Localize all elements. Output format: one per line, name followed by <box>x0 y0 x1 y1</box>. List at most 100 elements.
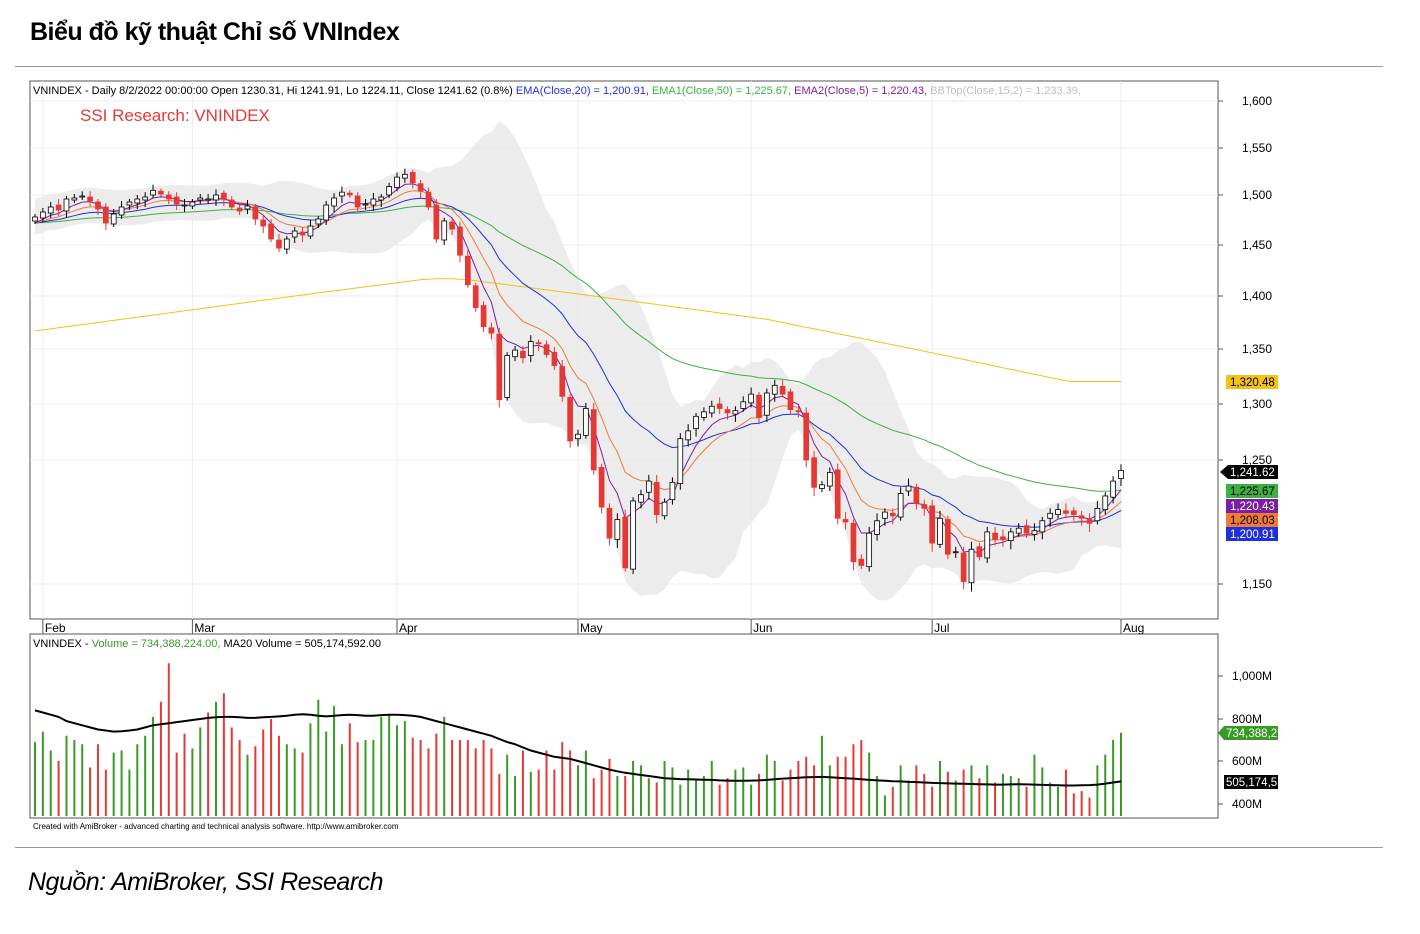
candle-body <box>716 403 723 409</box>
candle-body <box>409 172 416 184</box>
candle-body <box>795 410 802 413</box>
price-header: VNINDEX - Daily 8/2/2022 00:00:00 Open 1… <box>33 85 1081 97</box>
legend-ema20: EMA(Close,20) = 1,200.91, <box>516 85 649 97</box>
candle-body <box>575 433 581 440</box>
candle-body <box>276 239 282 249</box>
candle-body <box>307 225 314 237</box>
ma200-line <box>34 278 1121 382</box>
candle-body <box>913 486 920 504</box>
candle-body <box>63 198 70 212</box>
candle-body <box>480 305 487 328</box>
candle-body <box>1078 515 1085 519</box>
candle-body <box>386 186 392 196</box>
candle-body <box>315 218 322 225</box>
candle-body <box>850 522 857 563</box>
candle-body <box>244 205 251 210</box>
candle-body <box>165 194 172 200</box>
candle-body <box>213 194 219 201</box>
candle-body <box>653 481 660 515</box>
price-value-flag <box>1220 465 1278 479</box>
volume-ma-value-flag <box>1224 775 1278 789</box>
y-tick-label: 1,250 <box>1242 453 1272 467</box>
volume-ma-value-label: 505,174,5 <box>1226 777 1277 789</box>
vol-y-tick-label: 600M <box>1232 754 1262 768</box>
indicator-value-label: 1,241.62 <box>1230 467 1275 479</box>
amibroker-credit: Created with AmiBroker - advanced charti… <box>33 822 399 831</box>
indicator-value-label: 1,225.67 <box>1230 486 1275 498</box>
candle-body <box>40 211 46 219</box>
legend-ma20-volume: MA20 Volume = 505,174,592.00 <box>224 638 381 650</box>
x-tick-label: May <box>580 621 603 635</box>
ema50-line <box>34 205 1122 492</box>
candle-body <box>205 198 211 201</box>
candle-body <box>1110 480 1116 498</box>
candle-body <box>331 197 337 207</box>
candle-body <box>929 505 935 544</box>
candle-body <box>95 201 101 210</box>
x-tick-label: Aug <box>1123 621 1144 635</box>
y-tick-label: 1,150 <box>1242 577 1272 591</box>
candle-body <box>441 220 448 241</box>
candle-body <box>559 366 566 397</box>
candle-body <box>260 219 267 227</box>
candle-body <box>118 206 125 216</box>
candle-body <box>732 410 739 415</box>
chart-watermark: SSI Research: VNINDEX <box>80 106 270 125</box>
candle-body <box>402 173 408 179</box>
volume-value-label: 734,388,2 <box>1226 728 1277 740</box>
vol-y-tick-label: 800M <box>1232 712 1262 726</box>
volume-header-prefix: VNINDEX - <box>33 638 92 650</box>
candle-body <box>236 207 243 212</box>
candle-body <box>110 213 117 225</box>
candle-body <box>724 409 731 414</box>
candle-body <box>535 342 542 345</box>
candle-body <box>1047 512 1054 519</box>
candle-body <box>779 385 786 395</box>
indicator-value-flag <box>1226 513 1278 527</box>
candle-body <box>889 512 896 517</box>
bottom-divider <box>15 847 1383 848</box>
candle-body <box>472 285 479 309</box>
candle-body <box>181 204 188 207</box>
candle-body <box>897 493 904 518</box>
candle-body <box>834 469 841 519</box>
candle-body <box>197 197 204 201</box>
candle-body <box>976 546 983 558</box>
y-tick-label: 1,450 <box>1242 238 1272 252</box>
bollinger-band <box>35 121 1121 601</box>
candle-body <box>449 221 455 230</box>
candle-body <box>866 532 873 568</box>
candle-body <box>433 204 440 240</box>
volume-value-flag <box>1218 726 1278 740</box>
candle-body <box>693 415 699 430</box>
legend-bbtop: BBTop(Close,15,2) = 1,233.39, <box>930 85 1081 97</box>
candle-body <box>583 408 589 436</box>
legend-ema5: EMA2(Close,5) = 1,220.43, <box>794 85 927 97</box>
y-tick-label: 1,550 <box>1242 141 1272 155</box>
candle-body <box>622 516 629 569</box>
candle-body <box>811 457 817 488</box>
candle-body <box>874 520 880 535</box>
candle-body <box>960 552 967 582</box>
candle-body <box>1015 527 1022 534</box>
candle-body <box>142 196 149 201</box>
candle-body <box>905 485 912 492</box>
candle-body <box>858 558 865 566</box>
candle-body <box>126 201 133 206</box>
indicator-value-flag <box>1226 499 1278 513</box>
candle-body <box>339 191 345 197</box>
candle-body <box>638 494 644 503</box>
page-title: Biểu đồ kỹ thuật Chỉ số VNIndex <box>30 18 400 46</box>
candle-body <box>1086 519 1093 524</box>
x-tick-label: Feb <box>45 621 66 635</box>
indicator-value-flag <box>1226 375 1278 389</box>
candle-body <box>228 199 235 208</box>
candle-body <box>921 504 928 509</box>
candle-body <box>158 190 164 195</box>
x-tick-label: Jul <box>934 621 949 635</box>
candle-body <box>87 196 93 202</box>
indicator-value-label: 1,220.43 <box>1230 501 1275 513</box>
candle-body <box>32 216 38 222</box>
x-tick-label: Apr <box>399 621 418 635</box>
